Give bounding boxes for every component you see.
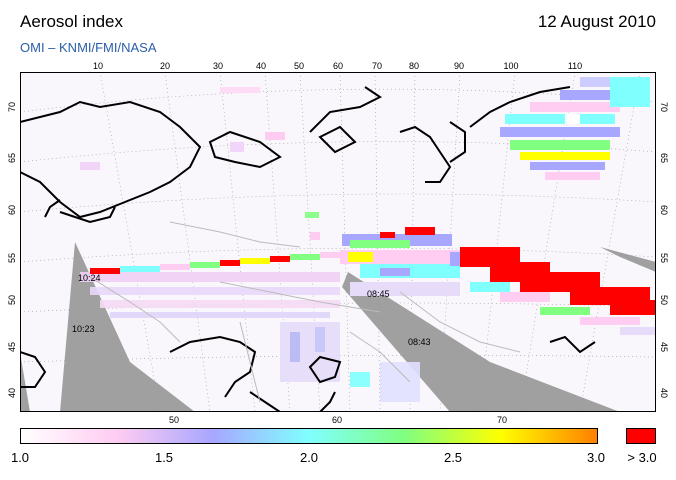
latitude-label-left: 50 xyxy=(7,294,17,306)
longitude-label-top: 60 xyxy=(332,61,344,71)
longitude-label-top: 20 xyxy=(159,61,171,71)
longitude-label-top: 80 xyxy=(408,61,420,71)
no-data-region-east xyxy=(600,247,656,272)
latitude-label-left: 70 xyxy=(7,101,17,113)
scale-tick-1-0: 1.0 xyxy=(10,450,30,465)
coastlines xyxy=(20,86,596,412)
longitude-label-bottom: 70 xyxy=(496,415,508,425)
longitude-label-top: 110 xyxy=(567,61,583,71)
longitude-label-top: 100 xyxy=(503,61,519,71)
latitude-label-right: 40 xyxy=(659,387,669,399)
color-scale-bar xyxy=(20,428,598,444)
latitude-label-left: 40 xyxy=(7,387,17,399)
orbit-time-3: 08:45 xyxy=(367,289,390,299)
no-data-region-west xyxy=(60,242,195,412)
scale-tick-2-5: 2.5 xyxy=(443,450,463,465)
scale-tick-1-5: 1.5 xyxy=(154,450,174,465)
orbit-time-4: 08:43 xyxy=(408,337,431,347)
map-svg: 10:24 10:23 08:45 08:43 xyxy=(20,72,656,412)
latitude-label-right: 60 xyxy=(659,204,669,216)
longitude-label-bottom: 60 xyxy=(331,415,343,425)
map-border xyxy=(20,72,656,412)
longitude-label-top: 10 xyxy=(92,61,104,71)
longitude-label-top: 50 xyxy=(293,61,305,71)
scale-overflow-label: > 3.0 xyxy=(627,450,657,465)
aerosol-plume-northeast xyxy=(500,77,650,180)
longitude-label-top: 70 xyxy=(371,61,383,71)
latitude-label-left: 65 xyxy=(7,152,17,164)
data-source: OMI – KNMI/FMI/NASA xyxy=(20,40,157,55)
map-date: 12 August 2010 xyxy=(537,12,656,31)
country-borders xyxy=(89,221,521,403)
scale-tick-2-0: 2.0 xyxy=(299,450,319,465)
latitude-label-left: 45 xyxy=(7,341,17,353)
latitude-label-left: 60 xyxy=(7,204,17,216)
orbit-time-2: 10:23 xyxy=(72,324,95,334)
orbit-time-1: 10:24 xyxy=(78,273,101,283)
latitude-label-right: 70 xyxy=(659,101,669,113)
latitude-label-right: 50 xyxy=(659,294,669,306)
longitude-label-top: 40 xyxy=(255,61,267,71)
map-title: Aerosol index xyxy=(20,12,124,31)
latitude-label-right: 45 xyxy=(659,341,669,353)
longitude-label-bottom: 50 xyxy=(168,415,180,425)
aerosol-plume-main xyxy=(340,227,656,335)
longitude-label-top: 30 xyxy=(212,61,224,71)
scale-tick-3-0: 3.0 xyxy=(586,450,606,465)
overflow-color-swatch xyxy=(626,428,656,444)
latitude-label-right: 65 xyxy=(659,152,669,164)
aerosol-plume-west xyxy=(90,252,340,274)
aerosol-map: 10:24 10:23 08:45 08:43 xyxy=(20,72,656,412)
latitude-label-right: 55 xyxy=(659,252,669,264)
aerosol-swaths xyxy=(80,87,420,402)
latitude-label-left: 55 xyxy=(7,252,17,264)
longitude-label-top: 90 xyxy=(453,61,465,71)
